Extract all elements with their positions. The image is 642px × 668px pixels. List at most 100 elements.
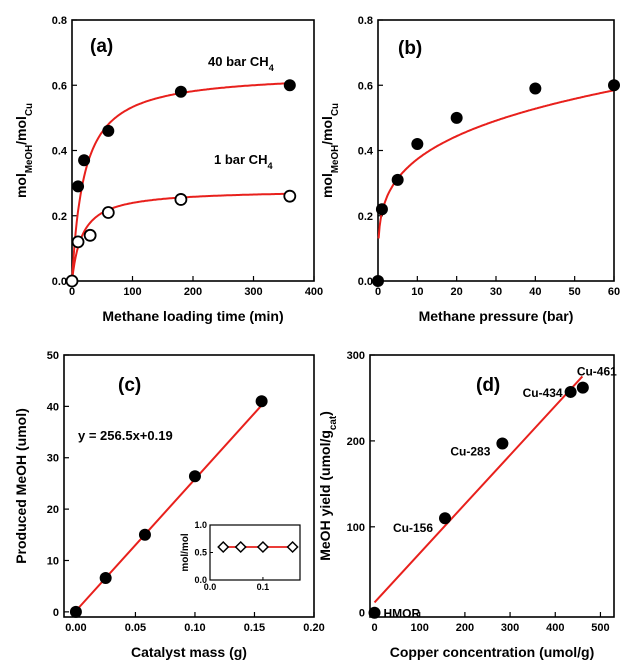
- data-point: [174, 85, 187, 98]
- x-tick-label: 400: [305, 286, 323, 298]
- y-tick-label: 10: [47, 555, 59, 567]
- x-tick-label: 10: [411, 286, 423, 298]
- y-tick-label: 0.8: [358, 15, 373, 27]
- y-axis-title-part: mol: [319, 173, 335, 198]
- x-tick-label: 0.05: [125, 622, 146, 634]
- series-label: 1 bar CH4: [214, 152, 273, 171]
- panel-label: (b): [398, 38, 422, 59]
- data-point: [375, 203, 388, 216]
- x-tick-label: 300: [244, 286, 262, 298]
- y-axis-title-part: ): [317, 411, 333, 416]
- data-point: [372, 275, 384, 287]
- y-tick-label: 100: [347, 522, 365, 534]
- inset-y-axis-title: mol/mol: [180, 533, 191, 572]
- data-point: [439, 512, 452, 525]
- fit-curve: [71, 192, 290, 282]
- plot-frame: [63, 354, 315, 618]
- fit-curve: [377, 89, 614, 239]
- y-tick-label: 0.0: [358, 276, 373, 288]
- x-tick-label: 60: [608, 286, 620, 298]
- data-point: [72, 180, 85, 193]
- y-tick-label: 0.6: [52, 80, 67, 92]
- inset-frame: [209, 524, 301, 581]
- data-point: [411, 137, 424, 150]
- data-point: [608, 79, 620, 92]
- point-label: Cu-156: [393, 521, 433, 535]
- x-axis-title: Methane loading time (min): [102, 308, 283, 324]
- data-point: [174, 193, 188, 206]
- x-tick-label: 0: [371, 622, 377, 634]
- data-point: [283, 79, 296, 92]
- data-point: [450, 111, 463, 124]
- series-label: 40 bar CH4: [208, 54, 275, 73]
- y-tick-label: 200: [347, 436, 365, 448]
- data-point: [71, 235, 85, 249]
- x-tick-label: 0.15: [244, 622, 265, 634]
- y-tick-label: 0.0: [52, 276, 67, 288]
- y-tick-label: 40: [47, 401, 59, 413]
- point-label: Cu-461: [577, 365, 617, 379]
- point-label: HMOR: [384, 607, 421, 621]
- y-tick-label: 0.4: [52, 146, 68, 158]
- panel-label: (d): [476, 375, 500, 396]
- y-tick-label: 0.4: [358, 146, 374, 158]
- y-tick-label: 0.2: [358, 211, 373, 223]
- data-point: [234, 540, 247, 554]
- y-tick-label: 0.6: [358, 80, 373, 92]
- y-axis-title-part: Cu: [24, 103, 35, 116]
- inset-y-tick-label: 1.0: [194, 520, 207, 530]
- y-tick-label: 50: [47, 350, 59, 362]
- y-axis-title-part: Cu: [330, 103, 341, 116]
- series-label-part: 1 bar CH: [214, 152, 267, 167]
- data-point: [83, 228, 97, 242]
- x-axis-title: Methane pressure (bar): [419, 308, 574, 324]
- y-tick-label: 0: [53, 607, 59, 619]
- y-tick-label: 20: [47, 504, 59, 516]
- x-axis-title: Catalyst mass (g): [131, 644, 247, 660]
- data-point: [529, 82, 542, 95]
- series-label-part: 40 bar CH: [208, 54, 269, 69]
- x-tick-label: 300: [501, 622, 519, 634]
- x-tick-label: 20: [451, 286, 463, 298]
- x-tick-label: 0.20: [303, 622, 324, 634]
- series-label-part: 4: [267, 161, 273, 171]
- inset-x-tick-label: 0.0: [204, 582, 217, 592]
- fit-equation: y = 256.5x+0.19: [78, 428, 173, 443]
- x-tick-label: 0.10: [184, 622, 205, 634]
- y-tick-label: 0: [359, 608, 365, 620]
- data-point: [99, 571, 112, 584]
- y-axis-title: Produced MeOH (umol): [13, 408, 29, 564]
- x-tick-label: 400: [546, 622, 564, 634]
- data-point: [255, 395, 268, 408]
- y-tick-label: 300: [347, 350, 365, 362]
- panel-label: (a): [90, 36, 113, 57]
- panel-b: 0 10 20 30 40 50 60 0.0 0.2 0.4 0.6 0.8 Methane pres…: [319, 15, 620, 324]
- panel-d: 0 100 200 300 400 500 0 100 200 300 Copper concent…: [317, 350, 617, 660]
- x-tick-label: 100: [411, 622, 429, 634]
- data-point: [564, 385, 577, 398]
- y-axis-title: MeOH yield (umol/gcat): [317, 411, 339, 561]
- data-point: [101, 206, 115, 219]
- y-tick-label: 0.8: [52, 15, 67, 27]
- x-tick-label: 0: [69, 286, 75, 298]
- data-point: [102, 124, 115, 137]
- inset-y-tick-label: 0.0: [194, 575, 207, 585]
- data-point: [286, 540, 299, 554]
- fit-curve: [71, 82, 290, 282]
- fit-line: [373, 375, 584, 604]
- y-axis-title: molMeOH/molCu: [13, 103, 35, 198]
- x-tick-label: 500: [591, 622, 609, 634]
- inset-plot: 0.0 0.5 1.0 0.0 0.1 mol/mol: [180, 520, 301, 592]
- y-tick-label: 30: [47, 453, 59, 465]
- y-axis-title-part: MeOH: [24, 145, 35, 173]
- y-axis-title-part: /mol: [13, 116, 29, 145]
- series-label-part: 4: [269, 63, 275, 73]
- data-point: [256, 540, 270, 554]
- y-axis-title-part: MeOH: [330, 145, 341, 173]
- inset-y-tick-label: 0.5: [194, 548, 207, 558]
- y-tick-label: 0.2: [52, 211, 67, 223]
- point-label: Cu-434: [523, 386, 563, 400]
- plot-frame: [377, 19, 615, 282]
- data-point: [65, 274, 79, 288]
